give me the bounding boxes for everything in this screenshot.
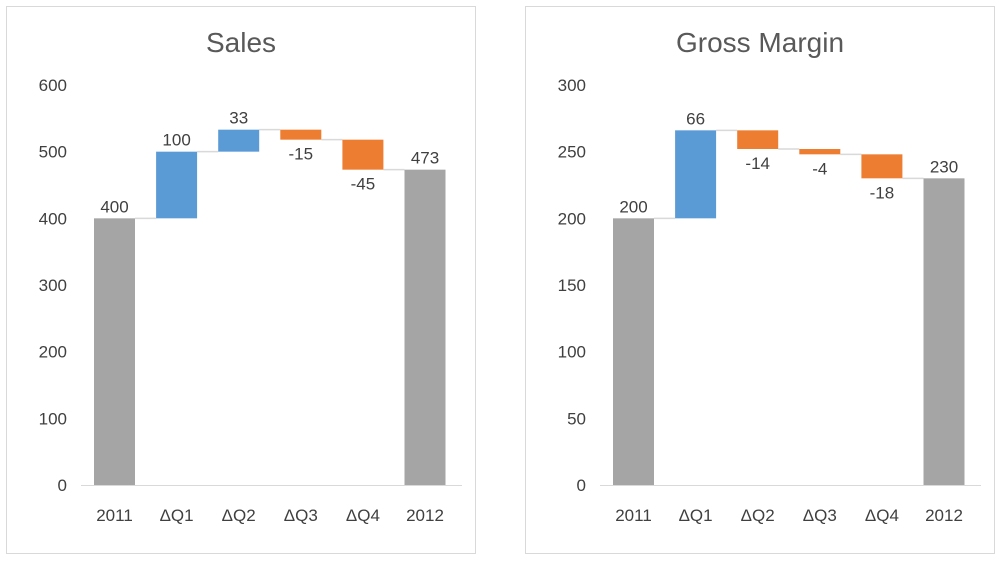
y-tick-label: 0 xyxy=(577,476,586,495)
y-tick-label: 200 xyxy=(39,343,67,362)
x-tick-label: ΔQ4 xyxy=(346,506,380,525)
data-label: 230 xyxy=(930,157,958,176)
bar xyxy=(94,218,135,486)
bar xyxy=(156,151,198,219)
chart-title: Sales xyxy=(205,27,277,58)
x-tick-label: 2011 xyxy=(615,506,652,525)
y-tick-label: 150 xyxy=(558,276,586,295)
bar xyxy=(218,129,260,152)
bar xyxy=(861,154,903,179)
y-tick-label: 500 xyxy=(39,143,67,162)
y-tick-label: 200 xyxy=(558,209,586,228)
gross-margin-chart-plot: 0 50 100 150 200 250 300 200 2011 66 ΔQ1 -14 ΔQ2 -4 ΔQ… xyxy=(558,76,981,525)
y-tick-label: 400 xyxy=(39,209,67,228)
x-tick-label: 2012 xyxy=(406,506,444,525)
data-label: 66 xyxy=(686,109,705,128)
data-label: 473 xyxy=(411,149,439,168)
y-tick-label: 100 xyxy=(558,343,586,362)
data-label: 100 xyxy=(162,131,190,150)
y-tick-label: 250 xyxy=(558,143,586,162)
x-tick-label: ΔQ4 xyxy=(865,506,899,525)
bar xyxy=(923,178,965,486)
data-label: -4 xyxy=(812,159,827,178)
y-tick-label: 600 xyxy=(39,76,67,95)
sales-chart-plot: 0 100 200 300 400 500 600 400 2011 100 ΔQ1 33 ΔQ2 -15… xyxy=(39,76,462,525)
x-tick-label: 2012 xyxy=(925,506,963,525)
chart-title: Gross Margin xyxy=(675,27,845,58)
y-tick-label: 100 xyxy=(39,409,67,428)
y-tick-label: 0 xyxy=(58,476,67,495)
x-tick-label: ΔQ3 xyxy=(803,506,837,525)
bar xyxy=(737,130,779,149)
data-label: -45 xyxy=(351,175,376,194)
x-tick-label: ΔQ1 xyxy=(160,506,194,525)
x-tick-label: ΔQ2 xyxy=(741,506,775,525)
y-tick-label: 50 xyxy=(567,409,586,428)
data-label: -18 xyxy=(870,183,895,202)
gross-margin-chart-panel: Gross Margin 0 50 100 150 200 250 300 200 2011 66… xyxy=(525,6,995,554)
y-tick-label: 300 xyxy=(39,276,67,295)
x-tick-label: 2011 xyxy=(96,506,133,525)
data-label: 33 xyxy=(229,109,248,128)
x-tick-label: ΔQ3 xyxy=(284,506,318,525)
data-label: 400 xyxy=(100,197,128,216)
data-label: -14 xyxy=(745,154,770,173)
bar xyxy=(675,130,717,219)
bar xyxy=(404,169,446,485)
data-label: 200 xyxy=(619,197,647,216)
data-label: -15 xyxy=(289,145,314,164)
x-tick-label: ΔQ1 xyxy=(679,506,713,525)
bar xyxy=(342,139,384,170)
y-tick-label: 300 xyxy=(558,76,586,95)
bar xyxy=(799,149,841,155)
bar xyxy=(613,218,654,486)
x-tick-label: ΔQ2 xyxy=(222,506,256,525)
bar xyxy=(280,129,322,140)
sales-chart-panel: Sales 0 100 200 300 400 500 600 400 2011 100 ΔQ1 33… xyxy=(6,6,476,554)
